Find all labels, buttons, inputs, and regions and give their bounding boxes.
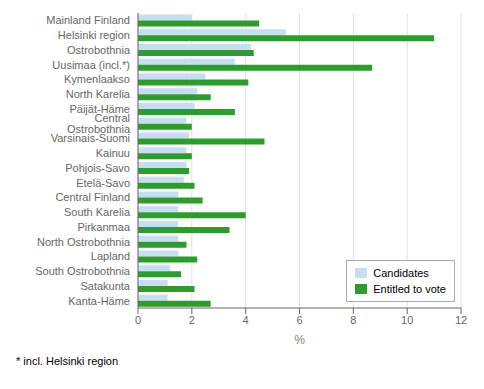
svg-text:Päijät-Häme: Päijät-Häme bbox=[69, 102, 130, 115]
svg-text:Pirkanmaa: Pirkanmaa bbox=[77, 221, 130, 233]
svg-text:12: 12 bbox=[455, 314, 467, 326]
svg-text:Kainuu: Kainuu bbox=[96, 147, 130, 159]
html-text:Ostrobothnia: Ostrobothnia bbox=[67, 123, 130, 135]
svg-text:Central Finland: Central Finland bbox=[55, 191, 130, 203]
html-text:Central: Central bbox=[94, 112, 130, 124]
svg-text:0: 0 bbox=[135, 314, 141, 326]
svg-text:South Ostrobothnia: South Ostrobothnia bbox=[35, 265, 131, 277]
svg-text:Etelä-Savo: Etelä-Savo bbox=[76, 177, 130, 189]
svg-text:Uusimaa (incl.*): Uusimaa (incl.*) bbox=[52, 59, 130, 71]
svg-text:South Karelia: South Karelia bbox=[64, 206, 131, 218]
svg-text:10: 10 bbox=[401, 314, 413, 326]
svg-text:Helsinki region: Helsinki region bbox=[58, 29, 130, 41]
svg-text:%: % bbox=[294, 333, 305, 347]
svg-text:6: 6 bbox=[296, 314, 302, 326]
html-text:Entitled to vote: Entitled to vote bbox=[373, 283, 446, 295]
svg-text:Mainland Finland: Mainland Finland bbox=[46, 14, 130, 26]
svg-text:Kymenlaakso: Kymenlaakso bbox=[64, 73, 130, 85]
svg-text:North Ostrobothnia: North Ostrobothnia bbox=[37, 236, 131, 248]
svg-text:Pohjois-Savo: Pohjois-Savo bbox=[65, 162, 130, 174]
svg-text:Lapland: Lapland bbox=[91, 250, 130, 262]
svg-text:Varsinais-Suomi: Varsinais-Suomi bbox=[51, 132, 130, 144]
html-text:Candidates: Candidates bbox=[373, 267, 429, 279]
svg-text:8: 8 bbox=[350, 314, 356, 326]
svg-text:North Karelia: North Karelia bbox=[66, 88, 131, 100]
svg-text:4: 4 bbox=[243, 314, 249, 326]
svg-text:Satakunta: Satakunta bbox=[80, 280, 130, 292]
svg-text:Kanta-Häme: Kanta-Häme bbox=[68, 295, 130, 307]
svg-text:2: 2 bbox=[189, 314, 195, 326]
html-text:* incl. Helsinki region: * incl. Helsinki region bbox=[16, 355, 119, 367]
svg-text:Ostrobothnia: Ostrobothnia bbox=[67, 44, 131, 56]
